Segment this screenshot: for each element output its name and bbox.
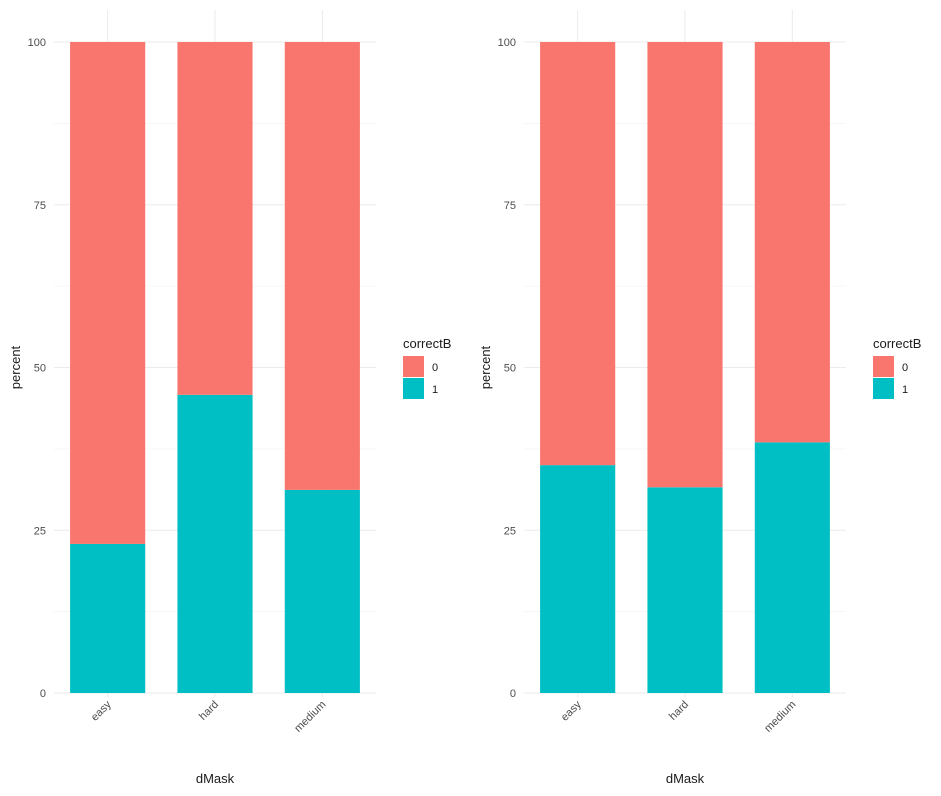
bar-medium-series-1 <box>754 442 830 693</box>
x-tick-label: hard <box>197 699 221 723</box>
legend-key-0 <box>403 356 424 377</box>
bar-hard-series-0 <box>177 42 253 395</box>
y-tick-label: 75 <box>504 200 516 212</box>
legend-key-1 <box>403 378 424 399</box>
bar-easy-series-0 <box>70 42 146 544</box>
y-axis-title: percent <box>478 345 493 389</box>
y-tick-label: 25 <box>504 525 516 537</box>
x-tick-label: easy <box>89 698 114 723</box>
x-tick-label: easy <box>559 698 584 723</box>
legend-title: correctB <box>873 336 921 351</box>
y-tick-label: 0 <box>510 688 516 700</box>
x-tick-label: medium <box>762 699 798 735</box>
chart-panel-2: 0 25 50 75 100 easy hard medium dMask percent corr… <box>478 10 921 786</box>
bar-hard-series-0 <box>647 42 723 488</box>
bar-medium-series-0 <box>284 42 360 490</box>
bar-easy-series-0 <box>540 42 616 466</box>
bar-medium-series-0 <box>754 42 830 443</box>
bar-hard-series-1 <box>177 394 253 693</box>
legend: correctB 0 1 <box>403 336 451 399</box>
legend-label-1: 1 <box>902 384 908 396</box>
bar-medium-series-1 <box>284 489 360 693</box>
x-axis-title: dMask <box>196 771 235 786</box>
chart-panel-1: 0 25 50 75 100 easy hard medium dMask percent corr… <box>8 10 451 786</box>
y-tick-label: 25 <box>34 525 46 537</box>
y-tick-label: 75 <box>34 200 46 212</box>
legend-title: correctB <box>403 336 451 351</box>
bar-easy-series-1 <box>70 543 146 693</box>
y-tick-label: 50 <box>34 363 46 375</box>
x-tick-label: hard <box>667 699 691 723</box>
y-tick-label: 50 <box>504 363 516 375</box>
legend-key-0 <box>873 356 894 377</box>
legend: correctB 0 1 <box>873 336 921 399</box>
x-axis-title: dMask <box>666 771 705 786</box>
x-tick-label: medium <box>292 699 328 735</box>
legend-label-1: 1 <box>432 384 438 396</box>
y-axis-title: percent <box>8 345 23 389</box>
y-tick-label: 100 <box>28 37 46 49</box>
legend-key-1 <box>873 378 894 399</box>
legend-label-0: 0 <box>432 362 438 374</box>
legend-label-0: 0 <box>902 362 908 374</box>
bar-hard-series-1 <box>647 487 723 693</box>
y-tick-label: 100 <box>498 37 516 49</box>
bar-easy-series-1 <box>540 465 616 693</box>
y-tick-label: 0 <box>40 688 46 700</box>
